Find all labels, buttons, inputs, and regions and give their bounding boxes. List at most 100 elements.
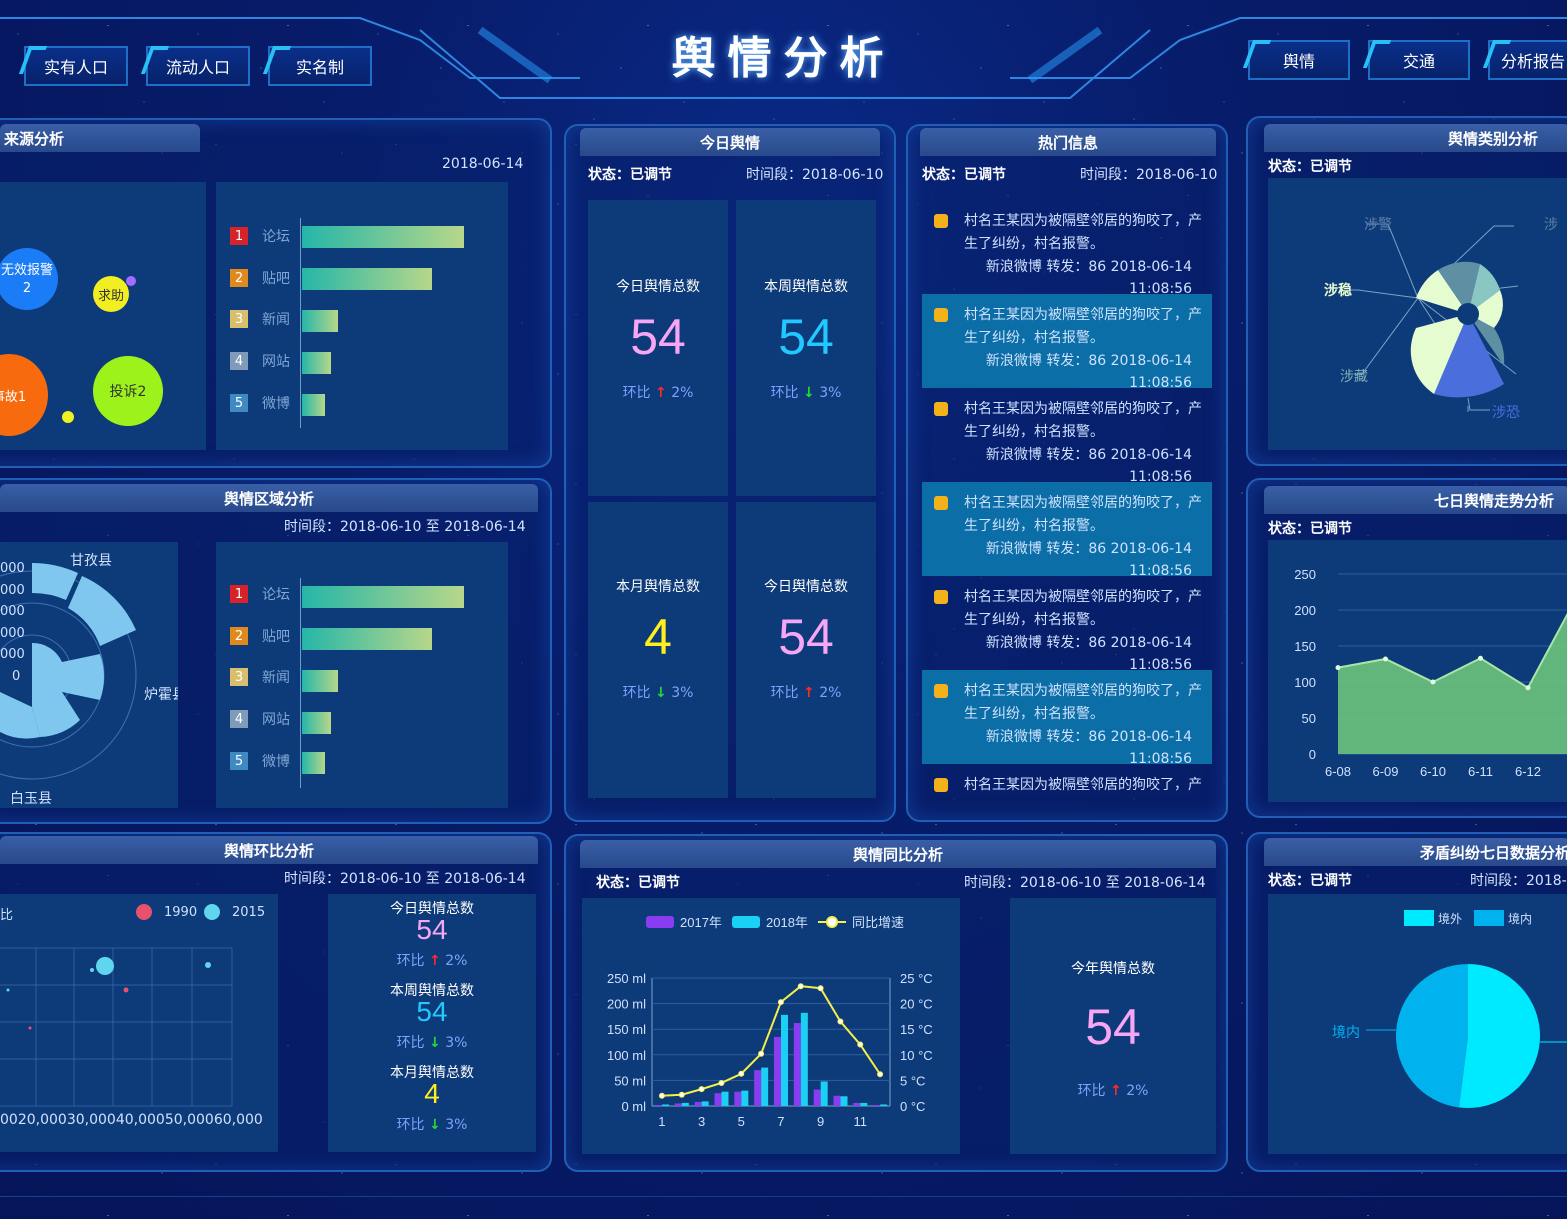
bar-2018 xyxy=(781,1014,788,1106)
source-rank-bar xyxy=(302,226,464,248)
news-item[interactable]: 村名王某因为被隔壁邻居的狗咬了，产生了纠纷，村名报警。 新浪微博 转发：86 20… xyxy=(922,482,1212,579)
news-item[interactable]: 村名王某因为被隔壁邻居的狗咬了，产生了纠纷，村名报警。 新浪微博 转发：86 20… xyxy=(922,294,1212,391)
scatter-partial-title: 比 xyxy=(0,908,14,923)
region-rank-bar xyxy=(302,586,464,608)
x-tick-label: 6-09 xyxy=(1372,764,1398,779)
category-status: 状态：已调节 xyxy=(1268,159,1352,175)
growth-point xyxy=(857,1041,864,1048)
stat-value: 54 xyxy=(416,996,448,1027)
trend-line xyxy=(1337,612,1567,690)
growth-point xyxy=(658,1092,665,1099)
growth-point xyxy=(758,1050,765,1057)
bar-2018 xyxy=(800,1012,808,1106)
y-tick-label: 50 ml xyxy=(614,1073,646,1088)
legend-label: 2017年 xyxy=(680,915,722,930)
category-label-tibet: 涉藏 xyxy=(1340,369,1368,385)
legend-swatch xyxy=(732,916,760,928)
trend-point xyxy=(1335,665,1341,671)
x-tick-label: 1 xyxy=(658,1114,665,1129)
page-title: 舆情分析 xyxy=(671,33,896,84)
rank-axis xyxy=(300,218,301,428)
nav-public-opinion[interactable]: 舆情 xyxy=(1248,40,1350,80)
nav-real-name[interactable]: 实名制 xyxy=(268,46,372,86)
bubble-complaint: 投诉2 xyxy=(93,356,163,426)
nav-floating-population[interactable]: 流动人口 xyxy=(146,46,250,86)
bar-2017 xyxy=(793,1023,801,1106)
bar-2017 xyxy=(774,1036,781,1106)
bar-2018 xyxy=(860,1102,868,1106)
ring-panel-title: 舆情环比分析 xyxy=(0,836,538,864)
source-rank-row: 3 新闻 xyxy=(230,307,290,331)
region-panel-title: 舆情区域分析 xyxy=(0,484,538,512)
region-rank-row: 1 论坛 xyxy=(230,582,290,606)
legend-label: 同比增速 xyxy=(852,915,904,930)
hot-status: 状态：已调节 xyxy=(922,167,1006,183)
stat-label: 本周舆情总数 xyxy=(390,983,474,999)
hot-period: 时间段：2018-06-10 xyxy=(1080,167,1218,183)
rank-axis xyxy=(300,578,301,788)
dispute-panel-title: 矛盾纠纷七日数据分析 xyxy=(1264,838,1567,866)
growth-point xyxy=(797,983,804,990)
scatter-chart: 比 1990 2015 0020,00030,00040,00050,00060… xyxy=(0,894,278,1152)
ring-stats-box: 今日舆情总数 54 环比 ↑ 2% 本周舆情总数 54 环比 ↓ 3% 本月舆情… xyxy=(328,894,536,1152)
region-rank-row: 5 微博 xyxy=(230,749,290,773)
nav-resident-population[interactable]: 实有人口 xyxy=(24,46,128,86)
bar-2017 xyxy=(754,1070,762,1106)
bar-2017 xyxy=(655,1104,662,1106)
news-item[interactable]: 村名王某因为被隔壁邻居的狗咬了，产生了纠纷，村名报警。 新浪微博 转发：86 20… xyxy=(922,388,1212,485)
source-rank-bar xyxy=(302,352,331,374)
y2-tick-label: 5 °C xyxy=(900,1073,925,1088)
nav-traffic[interactable]: 交通 xyxy=(1368,40,1470,80)
y-tick-label: 200 ml xyxy=(607,997,646,1012)
region-rank-row: 4 网站 xyxy=(230,707,290,731)
bar-2018 xyxy=(662,1104,669,1106)
hot-icon xyxy=(934,496,948,510)
source-rank-bar xyxy=(302,394,325,416)
news-item[interactable]: 村名王某因为被隔壁邻居的狗咬了，产生了纠纷，村名报警。 新浪微博 转发：86 20… xyxy=(922,670,1212,767)
source-rank-bar xyxy=(302,310,338,332)
y-tick-label: 100 ml xyxy=(607,1048,646,1063)
category-rose-chart: 涉警 涉 涉稳 涉藏 涉恐 xyxy=(1268,178,1567,450)
growth-point xyxy=(837,1018,844,1025)
y-tick-label: 250 ml xyxy=(607,971,646,986)
hot-icon xyxy=(934,214,948,228)
news-item[interactable]: 村名王某因为被隔壁邻居的狗咬了，产生了纠纷，村名报警。 新浪微博 转发：86 20… xyxy=(922,200,1212,297)
growth-point xyxy=(698,1086,705,1093)
bar-2017 xyxy=(813,1089,821,1106)
growth-point xyxy=(718,1079,725,1086)
dispute-pie-chart xyxy=(1366,964,1567,1108)
x-tick-label: 6-12 xyxy=(1515,764,1541,779)
region-rank-row: 3 新闻 xyxy=(230,665,290,689)
legend-label-1990: 1990 xyxy=(164,905,198,920)
bubble-small-purple xyxy=(126,276,136,286)
category-label-stability: 涉稳 xyxy=(1324,283,1352,299)
scatter-x-ticks: 0020,00030,00040,00050,00060,000 xyxy=(0,1112,263,1128)
category-panel-title: 舆情类别分析 xyxy=(1264,124,1567,152)
yoy-status: 状态：已调节 xyxy=(596,875,680,891)
stat-card-today-2: 今日舆情总数 54 环比 ↑ 2% xyxy=(736,502,876,798)
hot-panel-title: 热门信息 xyxy=(920,128,1216,156)
x-tick-label: 3 xyxy=(698,1114,705,1129)
legend-swatch xyxy=(646,916,674,928)
growth-point xyxy=(678,1091,685,1098)
growth-point xyxy=(817,985,824,992)
trend-panel-title: 七日舆情走势分析 xyxy=(1264,486,1567,514)
nav-analysis-report[interactable]: 分析报告 xyxy=(1488,40,1567,80)
y-tick-label: 250 xyxy=(1294,567,1316,582)
news-item[interactable]: 村名王某因为被隔壁邻居的狗咬了，产 xyxy=(922,764,1212,798)
x-tick-label: 6-10 xyxy=(1420,764,1446,779)
growth-line xyxy=(661,985,881,1097)
dispute-status: 状态：已调节 xyxy=(1268,873,1352,889)
news-item[interactable]: 村名王某因为被隔壁邻居的狗咬了，产生了纠纷，村名报警。 新浪微博 转发：86 20… xyxy=(922,576,1212,673)
pie-label-domestic: 境内 xyxy=(1332,1025,1360,1041)
stat-ring: 环比 ↓ 3% xyxy=(396,1035,468,1051)
stat-card-week: 本周舆情总数 54 环比 ↓ 3% xyxy=(736,200,876,496)
year-stat-card: 今年舆情总数 54 环比 ↑ 2% xyxy=(1010,898,1216,1154)
source-rank-row: 5 微博 xyxy=(230,391,290,415)
hot-news-list: 村名王某因为被隔壁邻居的狗咬了，产生了纠纷，村名报警。 新浪微博 转发：86 20… xyxy=(920,200,1214,798)
radial-tick-labels: 000 000 000 000 000 0 xyxy=(0,561,25,684)
y-tick-label: 150 xyxy=(1294,639,1316,654)
scatter-plot-area xyxy=(0,947,233,1107)
legend-label: 2018年 xyxy=(766,915,808,930)
